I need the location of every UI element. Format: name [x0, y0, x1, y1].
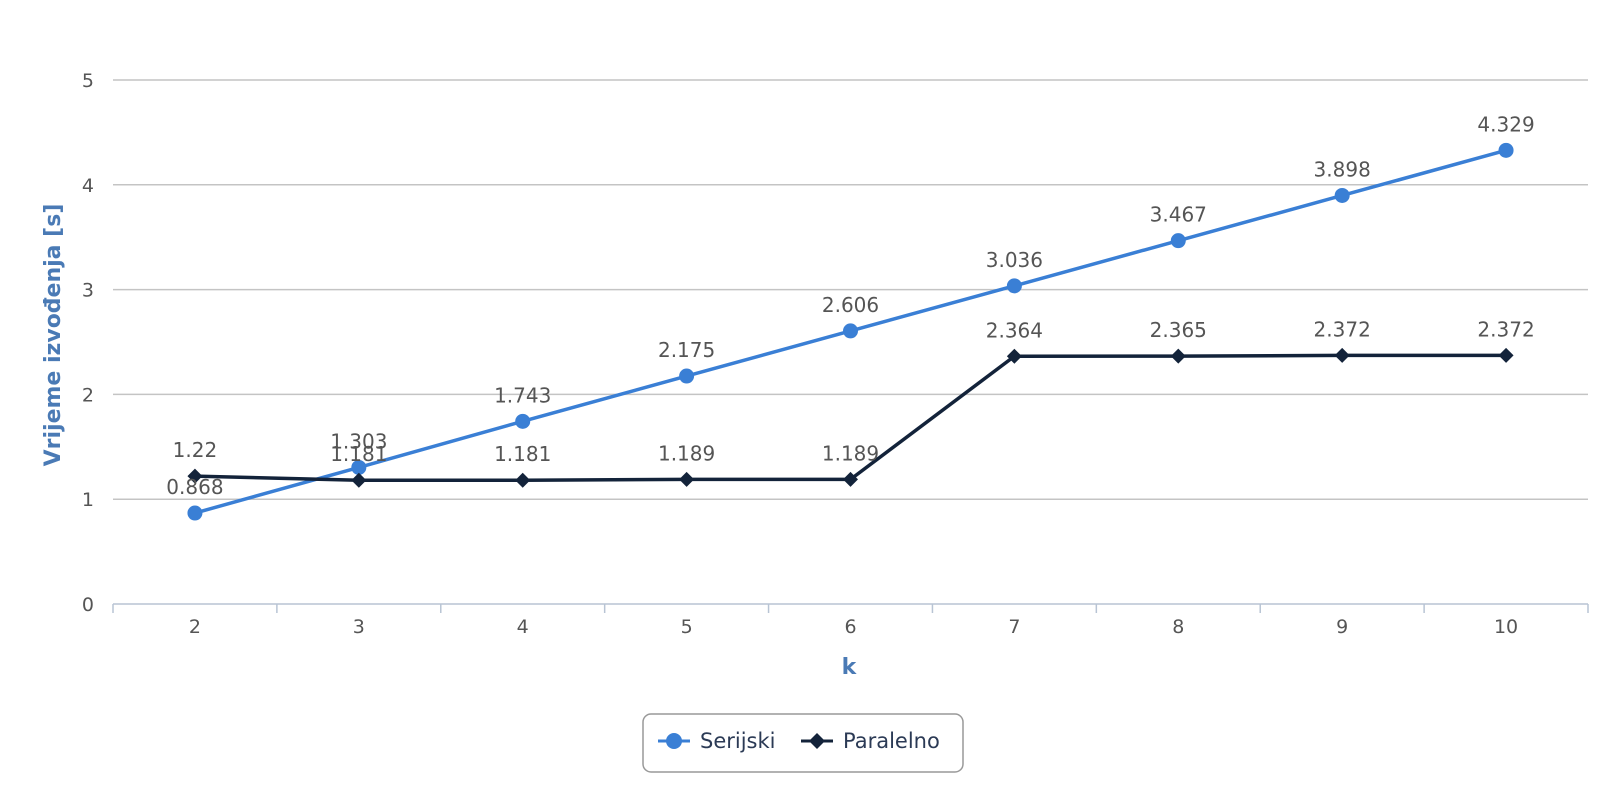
point-serijski-6: [843, 323, 858, 339]
point-paralelno-3: [351, 472, 367, 488]
data-label-serijski-10: 4.329: [1477, 112, 1534, 136]
point-serijski-4: [515, 413, 531, 429]
data-label-serijski-8: 3.467: [1150, 203, 1207, 227]
point-paralelno-2: [187, 468, 203, 484]
data-label-serijski-5: 2.175: [658, 338, 715, 362]
x-tick-label-5: 5: [681, 616, 693, 638]
x-tick-label-7: 7: [1008, 616, 1020, 638]
x-axis: [112, 603, 1589, 613]
y-tick-label-1: 1: [82, 489, 94, 511]
legend-serijski-marker: [666, 733, 682, 749]
data-label-paralelno-2: 1.22: [173, 438, 218, 462]
data-label-paralelno-5: 1.189: [658, 441, 715, 465]
gridlines: [113, 79, 1588, 500]
y-tick-label-5: 5: [82, 70, 94, 92]
legend-paralelno-marker: [809, 733, 825, 749]
data-label-serijski-4: 1.743: [494, 383, 551, 407]
data-label-serijski-2: 0.868: [166, 475, 223, 499]
data-labels: 0.868 1.303 1.743 2.175 2.606 3.036 3.467 3.898…: [166, 112, 1534, 499]
x-axis-title: k: [842, 655, 858, 680]
x-tick-label-3: 3: [353, 616, 365, 638]
data-label-paralelno-7: 2.364: [986, 318, 1043, 342]
data-label-paralelno-3: 1.181: [330, 442, 387, 466]
point-serijski-9: [1334, 187, 1350, 203]
x-tick-label-6: 6: [844, 616, 856, 638]
data-label-paralelno-6: 1.189: [822, 441, 879, 465]
x-tick-label-10: 10: [1494, 616, 1518, 638]
y-axis-tick-labels: 0 1 2 3 4 5: [82, 70, 94, 616]
x-tick-label-2: 2: [189, 616, 201, 638]
y-tick-label-3: 3: [82, 280, 94, 302]
legend-serijski-label: Serijski: [700, 729, 776, 753]
data-label-serijski-3: 1.303: [330, 429, 387, 453]
x-axis-tick-labels: 2 3 4 5 6 7 8 9 10: [189, 616, 1518, 638]
legend-item-serijski[interactable]: Serijski: [658, 729, 776, 753]
point-serijski-2: [187, 505, 203, 521]
y-tick-label-2: 2: [82, 384, 94, 406]
data-label-paralelno-4: 1.181: [494, 442, 551, 466]
y-axis-title: Vrijeme izvođenja [s]: [41, 204, 66, 467]
point-serijski-5: [679, 368, 695, 384]
legend-box: [642, 713, 964, 773]
x-tick-label-8: 8: [1172, 616, 1184, 638]
data-label-paralelno-10: 2.372: [1477, 317, 1534, 341]
x-tick-label-9: 9: [1336, 616, 1348, 638]
point-serijski-10: [1498, 142, 1514, 158]
data-label-serijski-7: 3.036: [986, 248, 1043, 272]
data-label-paralelno-9: 2.372: [1314, 317, 1371, 341]
data-label-serijski-9: 3.898: [1314, 157, 1371, 181]
legend-paralelno-label: Paralelno: [843, 729, 940, 753]
point-paralelno-10: [1498, 347, 1514, 363]
point-serijski-3: [351, 459, 367, 475]
data-label-paralelno-8: 2.365: [1150, 318, 1207, 342]
legend-item-paralelno[interactable]: Paralelno: [801, 729, 940, 753]
point-paralelno-9: [1334, 347, 1350, 363]
series-lines: [187, 142, 1514, 521]
point-paralelno-8: [1170, 348, 1186, 364]
legend: Serijski Paralelno: [642, 713, 964, 773]
point-paralelno-6: [843, 471, 858, 487]
data-label-serijski-6: 2.606: [822, 293, 879, 317]
point-serijski-7: [1006, 278, 1022, 294]
point-serijski-8: [1170, 233, 1186, 249]
y-tick-label-0: 0: [82, 594, 94, 616]
y-tick-label-4: 4: [82, 175, 94, 197]
x-tick-label-4: 4: [517, 616, 529, 638]
point-paralelno-7: [1006, 348, 1022, 364]
point-paralelno-5: [679, 471, 695, 487]
point-paralelno-4: [515, 472, 531, 488]
